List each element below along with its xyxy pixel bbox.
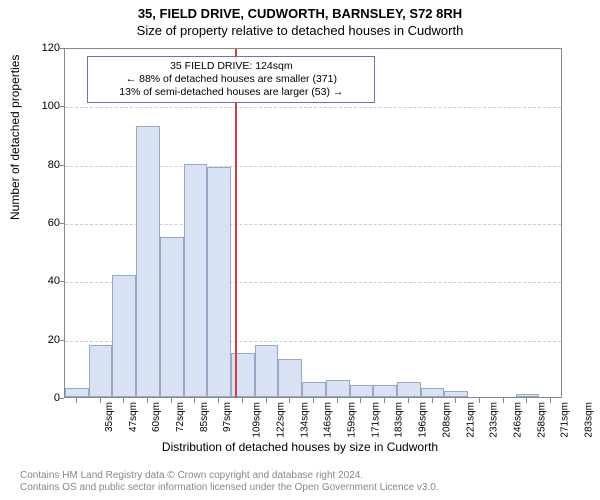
x-tick-label: 122sqm xyxy=(275,402,286,438)
histogram-bar xyxy=(65,388,89,397)
x-tick-label: 171sqm xyxy=(370,402,381,438)
y-tick-label: 0 xyxy=(30,392,60,404)
x-tick-label: 283sqm xyxy=(584,402,595,438)
x-tick-label: 258sqm xyxy=(536,402,547,438)
histogram-bar xyxy=(89,345,113,398)
x-tick-mark xyxy=(289,398,290,403)
x-tick-label: 159sqm xyxy=(347,402,358,438)
annotation-box: 35 FIELD DRIVE: 124sqm← 88% of detached … xyxy=(87,56,375,103)
x-tick-mark xyxy=(384,398,385,403)
title-main: 35, FIELD DRIVE, CUDWORTH, BARNSLEY, S72… xyxy=(0,0,600,21)
histogram-bar xyxy=(373,385,397,397)
x-tick-label: 146sqm xyxy=(323,402,334,438)
histogram-bar xyxy=(302,382,326,397)
x-tick-mark xyxy=(266,398,267,403)
x-tick-mark xyxy=(455,398,456,403)
x-tick-label: 246sqm xyxy=(513,402,524,438)
x-tick-label: 85sqm xyxy=(199,402,210,432)
annotation-line: ← 88% of detached houses are smaller (37… xyxy=(94,73,368,86)
chart-container: 35, FIELD DRIVE, CUDWORTH, BARNSLEY, S72… xyxy=(0,0,600,500)
x-tick-mark xyxy=(194,398,195,403)
x-tick-mark xyxy=(408,398,409,403)
x-tick-mark xyxy=(171,398,172,403)
annotation-line: 13% of semi-detached houses are larger (… xyxy=(94,86,368,99)
title-sub: Size of property relative to detached ho… xyxy=(0,21,600,38)
y-tick-mark xyxy=(59,398,64,399)
footer-attribution: Contains HM Land Registry data © Crown c… xyxy=(20,470,439,494)
x-tick-label: 47sqm xyxy=(128,402,139,432)
x-tick-mark xyxy=(218,398,219,403)
y-tick-label: 100 xyxy=(30,100,60,112)
y-tick-label: 20 xyxy=(30,334,60,346)
x-tick-mark xyxy=(479,398,480,403)
x-tick-label: 134sqm xyxy=(299,402,310,438)
histogram-bar xyxy=(350,385,374,397)
x-tick-label: 221sqm xyxy=(465,402,476,438)
x-tick-label: 183sqm xyxy=(394,402,405,438)
x-tick-label: 271sqm xyxy=(560,402,571,438)
y-axis-label: Number of detached properties xyxy=(8,55,22,220)
x-tick-label: 233sqm xyxy=(489,402,500,438)
grid-line xyxy=(65,107,561,108)
x-tick-label: 208sqm xyxy=(441,402,452,438)
y-tick-mark xyxy=(59,48,64,49)
x-tick-mark xyxy=(432,398,433,403)
plot-area: 35 FIELD DRIVE: 124sqm← 88% of detached … xyxy=(64,48,562,398)
histogram-bar xyxy=(184,164,208,397)
y-tick-mark xyxy=(59,281,64,282)
annotation-line: 35 FIELD DRIVE: 124sqm xyxy=(94,60,368,73)
x-axis-label: Distribution of detached houses by size … xyxy=(0,440,600,454)
y-tick-mark xyxy=(59,223,64,224)
histogram-bar xyxy=(516,394,540,397)
y-tick-label: 80 xyxy=(30,159,60,171)
histogram-bar xyxy=(326,380,350,398)
x-tick-mark xyxy=(360,398,361,403)
x-tick-label: 97sqm xyxy=(222,402,233,432)
y-tick-mark xyxy=(59,106,64,107)
histogram-bar xyxy=(397,382,421,397)
y-tick-mark xyxy=(59,165,64,166)
y-tick-mark xyxy=(59,340,64,341)
y-tick-label: 120 xyxy=(30,42,60,54)
histogram-bar xyxy=(136,126,160,397)
footer-line1: Contains HM Land Registry data © Crown c… xyxy=(20,470,439,482)
histogram-bar xyxy=(112,275,136,398)
x-tick-mark xyxy=(337,398,338,403)
y-tick-label: 40 xyxy=(30,275,60,287)
x-tick-label: 109sqm xyxy=(252,402,263,438)
histogram-bar xyxy=(255,345,279,398)
histogram-bar xyxy=(160,237,184,397)
x-tick-mark xyxy=(526,398,527,403)
footer-line2: Contains OS and public sector informatio… xyxy=(20,482,439,494)
x-tick-label: 35sqm xyxy=(104,402,115,432)
histogram-bar xyxy=(421,388,445,397)
x-tick-mark xyxy=(100,398,101,403)
x-tick-label: 196sqm xyxy=(418,402,429,438)
x-tick-mark xyxy=(313,398,314,403)
x-tick-mark xyxy=(76,398,77,403)
histogram-bar xyxy=(207,167,231,397)
y-tick-label: 60 xyxy=(30,217,60,229)
x-tick-mark xyxy=(242,398,243,403)
x-tick-mark xyxy=(123,398,124,403)
x-tick-mark xyxy=(550,398,551,403)
x-tick-label: 60sqm xyxy=(151,402,162,432)
x-tick-label: 72sqm xyxy=(175,402,186,432)
histogram-bar xyxy=(278,359,302,397)
x-tick-mark xyxy=(147,398,148,403)
histogram-bar xyxy=(444,391,468,397)
x-tick-mark xyxy=(503,398,504,403)
